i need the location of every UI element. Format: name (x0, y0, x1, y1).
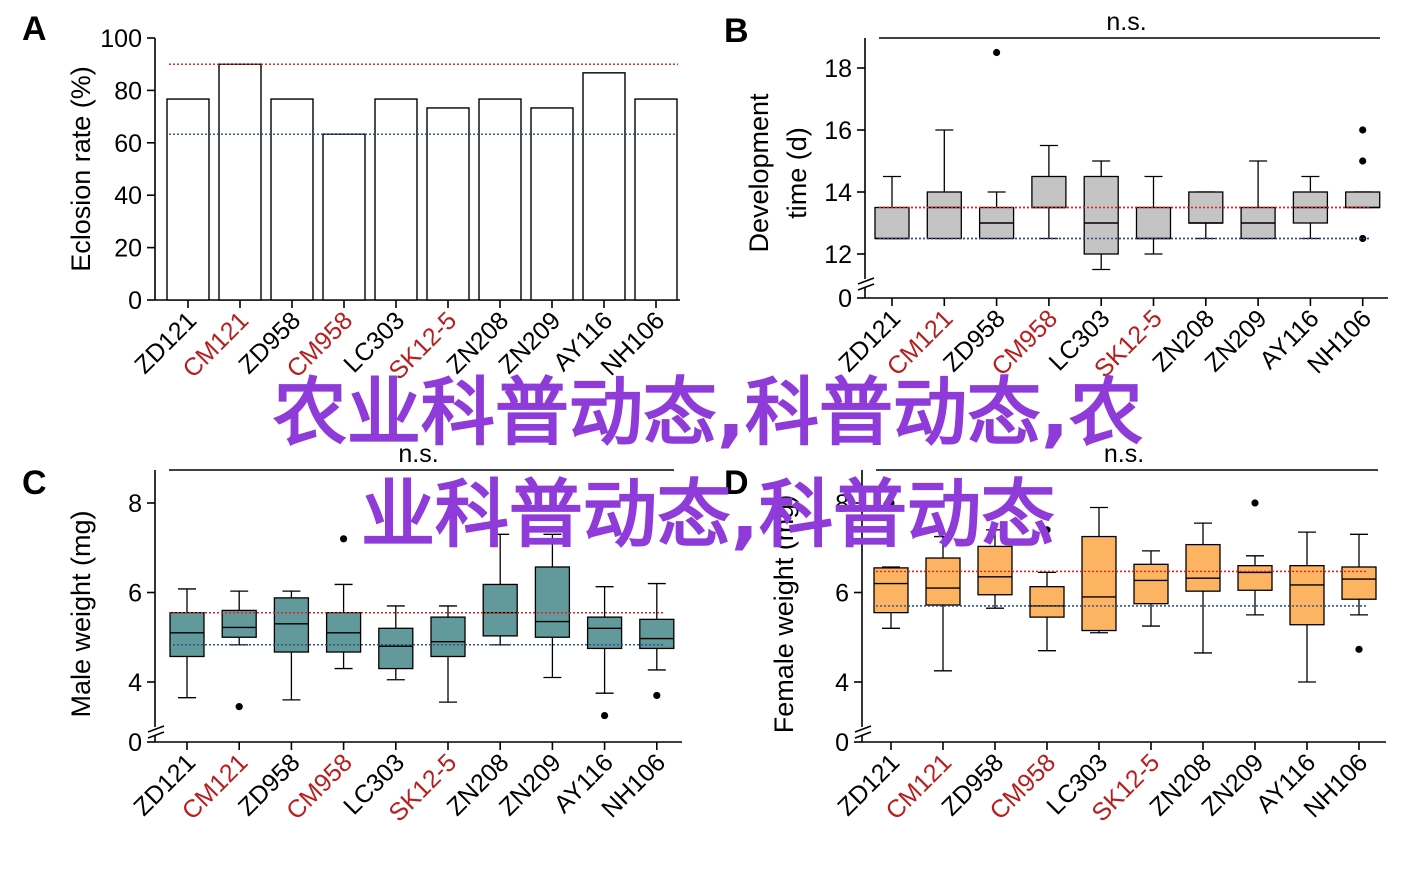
y-tick-label-d-4: 4 (835, 669, 849, 697)
box-d-zd958 (977, 545, 1013, 596)
outlier-b-zd958-0 (993, 48, 1001, 57)
y-axis-title-b-line1: Development (744, 93, 774, 253)
y-tick-label-b-18: 18 (824, 55, 852, 83)
outlier-d-cm958-0 (1043, 526, 1051, 534)
box-c-sk12-5 (430, 616, 466, 658)
panel-letter-d: D (724, 464, 749, 502)
y-tick-label-a-0: 0 (128, 287, 142, 315)
y-tick-label-zero-b: 0 (838, 285, 852, 313)
axis-break-mark-1-d (854, 725, 872, 733)
y-tick-label-a-60: 60 (114, 130, 142, 158)
outlier-d-zd121-0 (887, 499, 895, 507)
box-c-cm121 (221, 609, 257, 638)
bar-lc303 (374, 98, 418, 301)
y-tick-label-a-20: 20 (114, 235, 142, 263)
outlier-c-cm121-0 (235, 703, 243, 711)
box-b-lc303 (1083, 175, 1119, 255)
outlier-d-nh106-0 (1355, 645, 1363, 653)
y-tick-label-c-4: 4 (128, 669, 142, 697)
box-d-cm958 (1029, 586, 1065, 618)
box-d-zn209 (1237, 565, 1273, 591)
panel-letter-c: C (22, 464, 47, 502)
axis-break-mark-1-b (857, 277, 875, 285)
axis-break-mark-2-c (147, 731, 165, 739)
outlier-c-nh106-0 (653, 691, 661, 700)
box-b-cm121 (926, 191, 962, 240)
box-d-ay116 (1289, 565, 1325, 626)
box-c-zn208 (482, 583, 518, 637)
box-c-ay116 (586, 616, 623, 650)
y-axis-title-a: Eclosion rate (%) (66, 66, 96, 272)
bar-zn209 (530, 107, 574, 301)
significance-label-c: n.s. (398, 440, 438, 468)
panel-letter-b: B (724, 12, 749, 50)
box-d-zn208 (1185, 543, 1221, 592)
axis-break-mark-2-b (857, 283, 875, 291)
overlay-line-1: 农业科普动态,科普动态,农 (273, 370, 1143, 456)
box-d-sk12-5 (1133, 563, 1169, 605)
outlier-b-nh106-0 (1359, 126, 1367, 134)
outlier-b-nh106-2 (1359, 234, 1367, 243)
y-tick-label-c-6: 6 (128, 580, 142, 608)
y-axis-title-b-line2: time (d) (782, 127, 812, 219)
bar-cm958 (322, 133, 366, 301)
box-b-nh106 (1345, 191, 1381, 209)
y-axis-title-d: Female weight (mg) (769, 495, 799, 734)
overlay-line-2: 业科普动态,科普动态 (361, 472, 1055, 558)
outlier-c-cm958-0 (340, 535, 348, 543)
panel-letter-a: A (22, 10, 47, 48)
watermark-overlay: 农业科普动态,科普动态,农 业科普动态,科普动态 (273, 370, 1143, 558)
significance-label-b: n.s. (1106, 8, 1146, 36)
bar-zd121 (166, 98, 210, 301)
y-tick-label-b-16: 16 (824, 117, 852, 145)
axis-break-mark-1-c (147, 725, 165, 733)
box-d-nh106 (1341, 566, 1377, 600)
y-tick-label-b-14: 14 (824, 179, 852, 207)
significance-label-d: n.s. (1104, 440, 1144, 468)
box-c-zn209 (534, 566, 571, 638)
bar-ay116 (582, 72, 626, 301)
y-tick-label-b-12: 12 (824, 241, 852, 269)
box-c-zd121 (169, 611, 205, 658)
outlier-c-ay116-0 (601, 711, 609, 720)
y-tick-label-c-8: 8 (128, 490, 142, 518)
y-tick-label-a-80: 80 (114, 77, 142, 105)
bar-sk12-5 (426, 107, 470, 301)
box-c-nh106 (639, 618, 675, 650)
bar-zn208 (478, 98, 522, 301)
box-d-lc303 (1081, 535, 1117, 632)
y-tick-label-zero-d: 0 (835, 729, 849, 757)
box-d-zd121 (873, 567, 909, 614)
box-b-sk12-5 (1135, 206, 1172, 240)
y-axis-title-c: Male weight (mg) (66, 510, 96, 717)
box-b-zn208 (1188, 191, 1224, 224)
y-tick-label-d-8: 8 (835, 490, 849, 518)
bar-cm121 (218, 63, 262, 301)
y-tick-label-a-100: 100 (100, 25, 142, 53)
outlier-b-nh106-1 (1359, 157, 1367, 165)
axis-break-mark-2-d (854, 731, 872, 739)
y-tick-label-d-6: 6 (835, 580, 849, 608)
box-b-cm958 (1031, 175, 1067, 209)
bar-zd958 (270, 98, 314, 301)
outlier-d-zn209-0 (1251, 499, 1259, 507)
y-tick-label-zero-c: 0 (128, 729, 142, 757)
y-tick-label-a-40: 40 (114, 182, 142, 210)
box-c-zd958 (273, 597, 310, 653)
box-b-zd121 (874, 206, 910, 240)
bar-nh106 (634, 98, 678, 301)
box-c-lc303 (378, 627, 414, 670)
box-d-cm121 (925, 557, 961, 606)
